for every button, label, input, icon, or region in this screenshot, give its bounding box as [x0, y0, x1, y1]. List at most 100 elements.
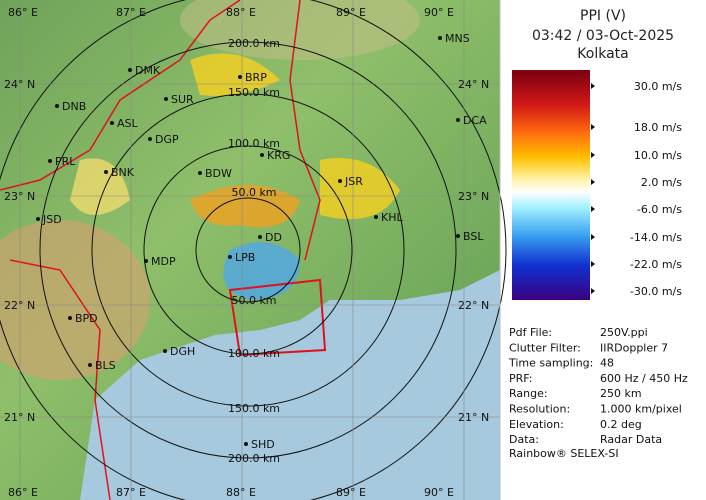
city-dot — [104, 170, 108, 174]
info-value: 600 Hz / 450 Hz — [600, 372, 688, 385]
info-key: Data: — [509, 433, 539, 446]
info-value: 0.2 deg — [600, 418, 642, 431]
panel-title: PPI (V) — [580, 8, 626, 24]
city-label: DGP — [155, 133, 179, 146]
info-value: IIRDoppler 7 — [600, 341, 668, 354]
info-value: 250 km — [600, 387, 642, 400]
city-label: BPD — [75, 312, 98, 325]
lat-label: 21° N — [4, 411, 35, 424]
city-dot — [258, 235, 262, 239]
city-dot — [456, 118, 460, 122]
range-label: 50.0 km — [231, 294, 276, 307]
city-dot — [456, 234, 460, 238]
city-label: BRP — [245, 71, 267, 84]
legend-arrow — [591, 152, 595, 158]
lat-label: 24° N — [458, 78, 489, 91]
city-dot — [228, 255, 232, 259]
city-dot — [36, 217, 40, 221]
legend-arrow — [591, 83, 595, 89]
city-dot — [374, 215, 378, 219]
info-value: 1.000 km/pixel — [600, 403, 682, 416]
legend-label: -14.0 m/s — [630, 231, 682, 244]
lon-label: 87° E — [116, 486, 146, 499]
city-label: BDW — [205, 167, 232, 180]
legend-label: 2.0 m/s — [641, 176, 682, 189]
lat-label: 23° N — [458, 190, 489, 203]
city-dot — [144, 259, 148, 263]
lon-label: 89° E — [336, 6, 366, 19]
range-label: 150.0 km — [228, 86, 280, 99]
lon-label: 86° E — [8, 486, 38, 499]
city-label: BLS — [95, 359, 116, 372]
city-dot — [68, 316, 72, 320]
legend-label: 18.0 m/s — [634, 121, 682, 134]
info-key: Clutter Filter: — [509, 341, 581, 354]
map — [0, 0, 507, 500]
city-dot — [164, 97, 168, 101]
city-dot — [55, 104, 59, 108]
legend-label: -6.0 m/s — [637, 203, 682, 216]
city-label: DCA — [463, 114, 487, 127]
city-label: MDP — [151, 255, 176, 268]
info-value: 250V.ppi — [600, 326, 648, 339]
legend-label: 10.0 m/s — [634, 149, 682, 162]
info-value: 48 — [600, 357, 614, 370]
city-label: PRL — [55, 155, 76, 168]
city-dot — [338, 179, 342, 183]
city-label: MNS — [445, 32, 470, 45]
city-dot — [238, 75, 242, 79]
info-key: Range: — [509, 387, 548, 400]
lat-label: 23° N — [4, 190, 35, 203]
city-label: KRG — [267, 149, 290, 162]
lon-label: 90° E — [424, 6, 454, 19]
city-label: SUR — [171, 93, 194, 106]
info-key: Pdf File: — [509, 326, 552, 339]
legend-arrow — [591, 288, 595, 294]
range-label: 200.0 km — [228, 452, 280, 465]
city-dot — [128, 68, 132, 72]
city-dot — [163, 349, 167, 353]
legend-arrow — [591, 261, 595, 267]
lon-label: 86° E — [8, 6, 38, 19]
legend-arrow — [591, 206, 595, 212]
city-dot — [260, 153, 264, 157]
legend-label: -22.0 m/s — [630, 258, 682, 271]
info-key: Elevation: — [509, 418, 564, 431]
info-key: PRF: — [509, 372, 532, 385]
lon-label: 88° E — [226, 486, 256, 499]
city-label: JSR — [344, 175, 363, 188]
lon-label: 87° E — [116, 6, 146, 19]
range-label: 100.0 km — [228, 137, 280, 150]
legend-arrow — [591, 234, 595, 240]
city-label: DGH — [170, 345, 195, 358]
city-dot — [110, 121, 114, 125]
city-label: LPB — [235, 251, 255, 264]
city-dot — [48, 159, 52, 163]
legend-label: 30.0 m/s — [634, 80, 682, 93]
city-label: DD — [265, 231, 282, 244]
range-label: 50.0 km — [231, 186, 276, 199]
panel-station: Kolkata — [577, 46, 628, 62]
lat-label: 22° N — [458, 299, 489, 312]
city-label: DNB — [62, 100, 86, 113]
lat-label: 24° N — [4, 78, 35, 91]
info-value: Radar Data — [600, 433, 662, 446]
range-label: 200.0 km — [228, 37, 280, 50]
info-key: Time sampling: — [508, 357, 593, 370]
city-dot — [438, 36, 442, 40]
footer: Rainbow® SELEX-SI — [509, 447, 619, 460]
city-label: KHL — [381, 211, 403, 224]
city-label: SHD — [251, 438, 275, 451]
legend-label: -30.0 m/s — [630, 285, 682, 298]
range-label: 100.0 km — [228, 347, 280, 360]
lon-label: 88° E — [226, 6, 256, 19]
city-label: ASL — [117, 117, 139, 130]
city-label: DMK — [135, 64, 161, 77]
lat-label: 21° N — [458, 411, 489, 424]
city-dot — [244, 442, 248, 446]
city-dot — [148, 137, 152, 141]
legend-arrow — [591, 179, 595, 185]
city-label: JSD — [42, 213, 62, 226]
color-bar — [512, 70, 590, 300]
